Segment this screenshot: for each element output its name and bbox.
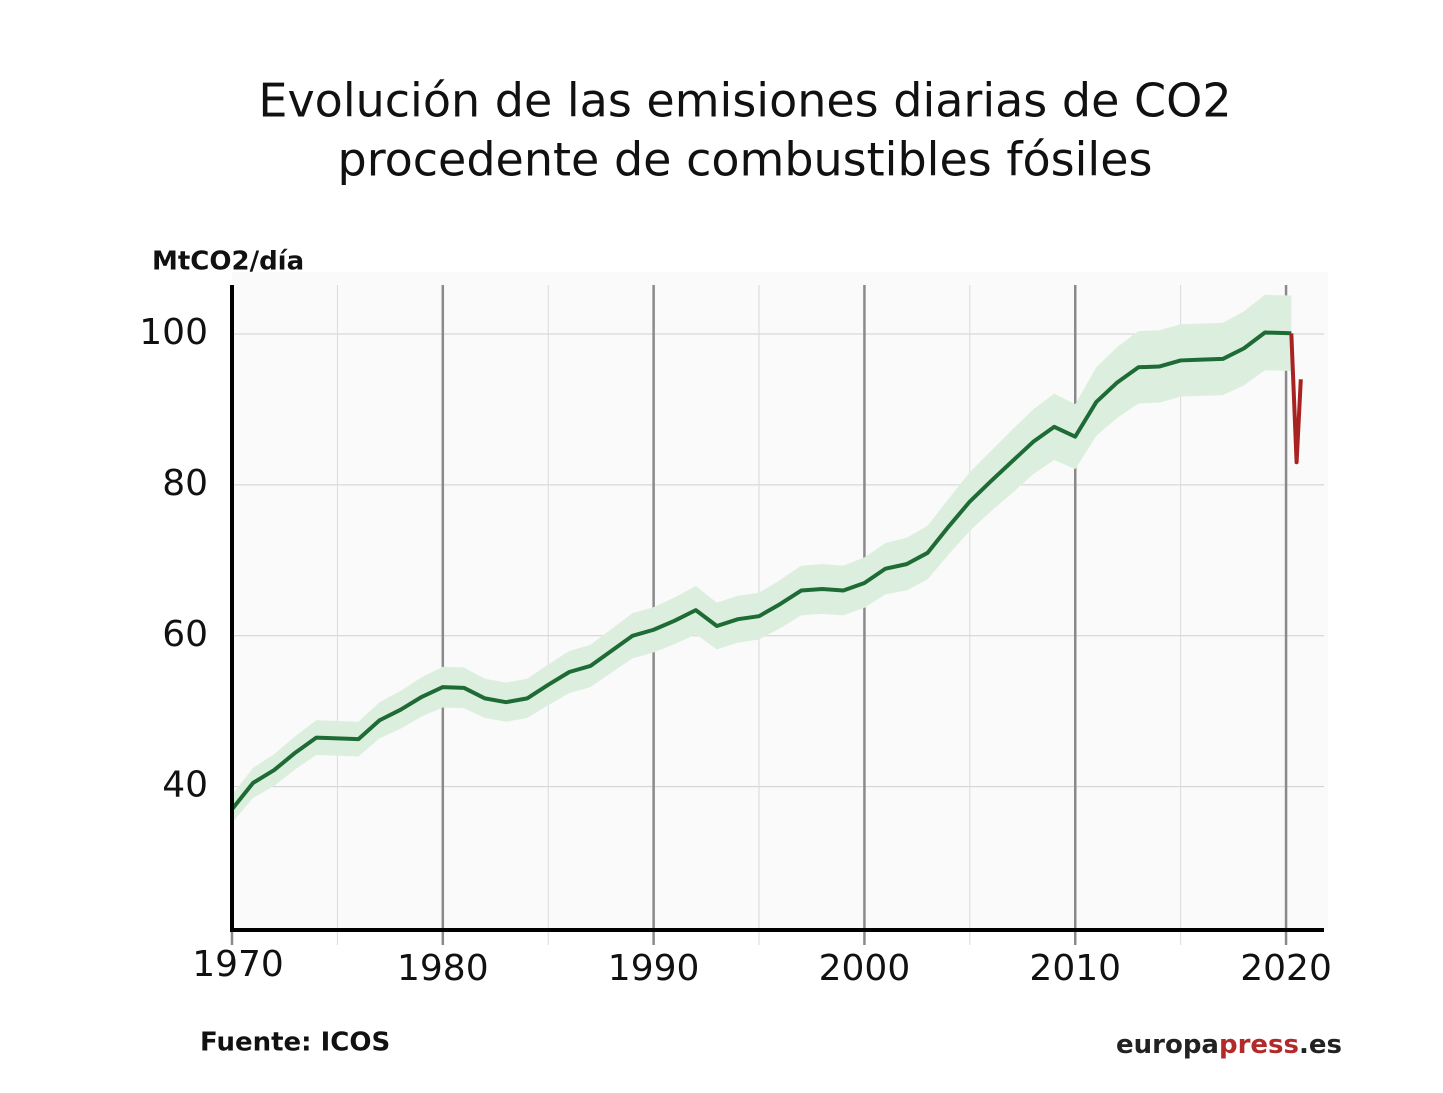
brand-part: europa	[1116, 1030, 1219, 1060]
x-tick-label: 2020	[1240, 948, 1332, 989]
y-tick-label: 60	[162, 614, 208, 655]
chart-title: procedente de combustibles fósiles	[338, 133, 1153, 187]
x-tick-label: 1980	[397, 948, 489, 989]
y-axis-label: MtCO2/día	[152, 247, 304, 277]
uncertainty-band	[232, 294, 1292, 823]
y-tick-label: 40	[162, 765, 208, 806]
x-tick-label: 2010	[1029, 948, 1121, 989]
brand-part: press	[1219, 1030, 1299, 1060]
source: Fuente: ICOS	[200, 1028, 390, 1058]
line	[1289, 333, 1303, 465]
chart-title: Evolución de las emisiones diarias de CO…	[258, 74, 1231, 128]
plot: 40 60 80 100 1970 1980 1990 2000 2010 2020	[139, 285, 1332, 989]
y-tick-label: 80	[162, 463, 208, 504]
brand: europapress.es	[1116, 1030, 1342, 1060]
x-tick-label: 1990	[608, 948, 700, 989]
brand-part: .es	[1299, 1030, 1342, 1060]
x-tick-label: 1970	[192, 944, 284, 985]
x-tick-label: 2000	[819, 948, 911, 989]
y-tick-label: 100	[139, 312, 208, 353]
line	[230, 330, 1292, 811]
